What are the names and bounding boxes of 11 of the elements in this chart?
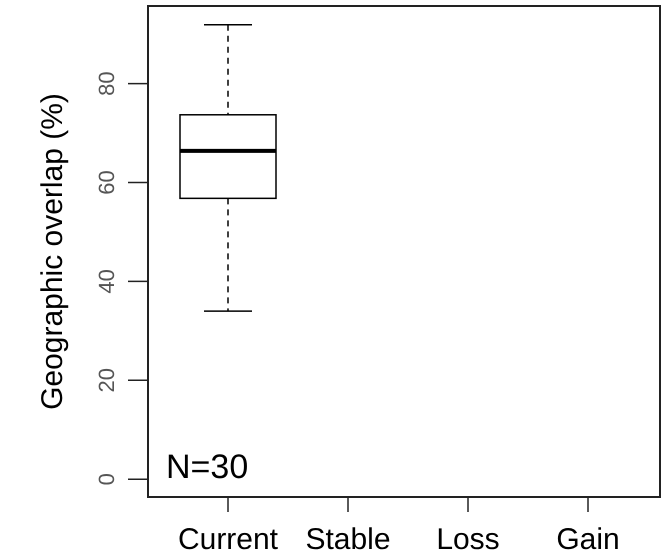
x-tick-label: Gain [556,523,620,556]
x-tick-label: Stable [305,523,391,556]
y-tick-label: 40 [94,269,119,294]
y-tick-label: 80 [94,71,119,96]
x-tick-label: Current [178,523,279,556]
y-tick-label: 0 [94,473,119,486]
annotation: N=30 [166,448,248,486]
y-tick-label: 20 [94,368,119,393]
y-axis-title: Geographic overlap (%) [36,93,69,410]
x-tick-label: Loss [436,523,500,556]
y-tick-label: 60 [94,170,119,195]
